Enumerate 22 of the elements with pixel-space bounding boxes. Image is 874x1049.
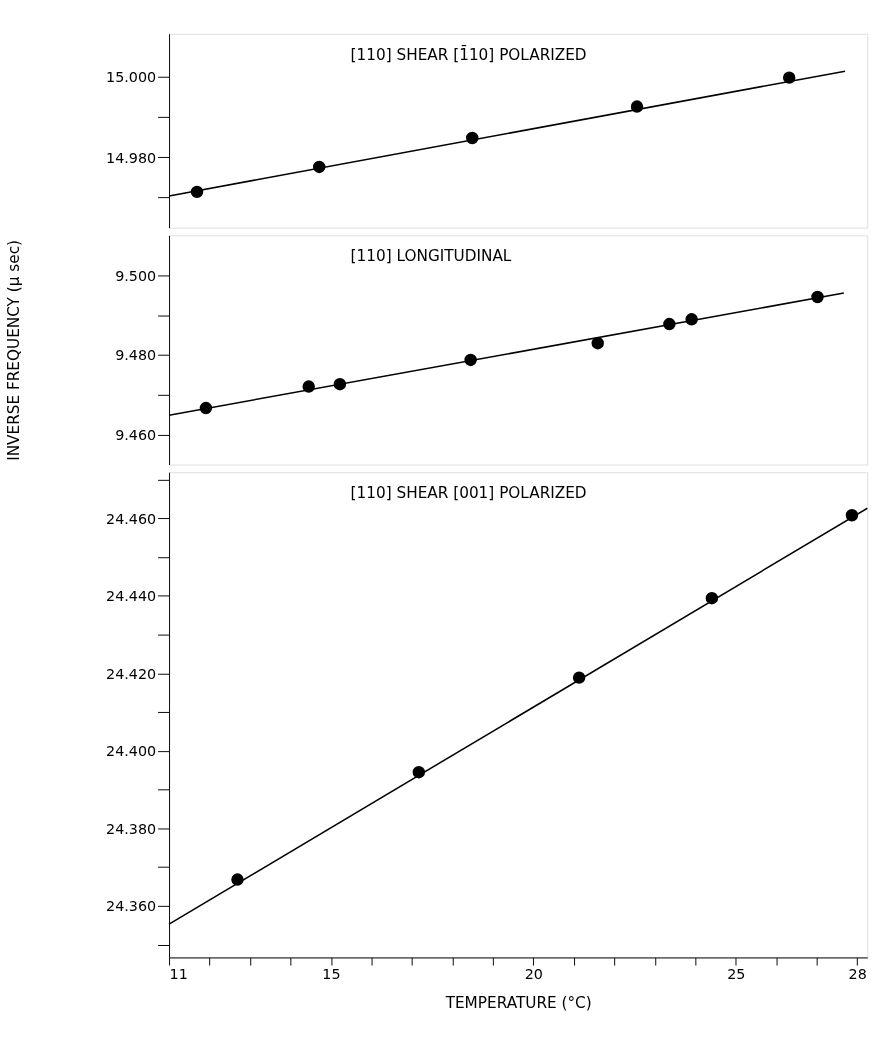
y-tick-label: 24.380 (106, 820, 157, 837)
y-tick-label: 9.480 (115, 347, 157, 364)
point (591, 336, 604, 350)
y-tick-label: 24.400 (106, 743, 157, 760)
y-tick-label: 24.460 (106, 510, 157, 527)
annotation: [110] LONGITUDINAL (350, 247, 512, 266)
y-tick-label: 14.980 (106, 149, 157, 166)
annotation: [110] SHEAR [001] POLARIZED (350, 484, 587, 503)
x-tick-label: 25 (727, 965, 746, 982)
y-tick-label: 24.420 (106, 665, 157, 682)
y-axis-title: INVERSE FREQUENCY (μ sec) (4, 239, 23, 461)
y-tick-label: 24.360 (106, 898, 157, 915)
y-tick-label: 15.000 (106, 69, 157, 86)
x-tick-label: 28 (848, 965, 867, 982)
y-tick-label: 9.460 (115, 426, 157, 443)
x-axis-title: TEMPERATURE (°C) (444, 993, 592, 1012)
x-tick-label: 20 (524, 965, 543, 982)
x-tick-label: 15 (322, 965, 341, 982)
x-tick-label: 11 (169, 965, 188, 982)
y-tick-label: 24.440 (106, 588, 157, 605)
annotation: [110] SHEAR [1̄10] POLARIZED (350, 44, 587, 64)
y-tick-label: 9.500 (115, 267, 157, 284)
